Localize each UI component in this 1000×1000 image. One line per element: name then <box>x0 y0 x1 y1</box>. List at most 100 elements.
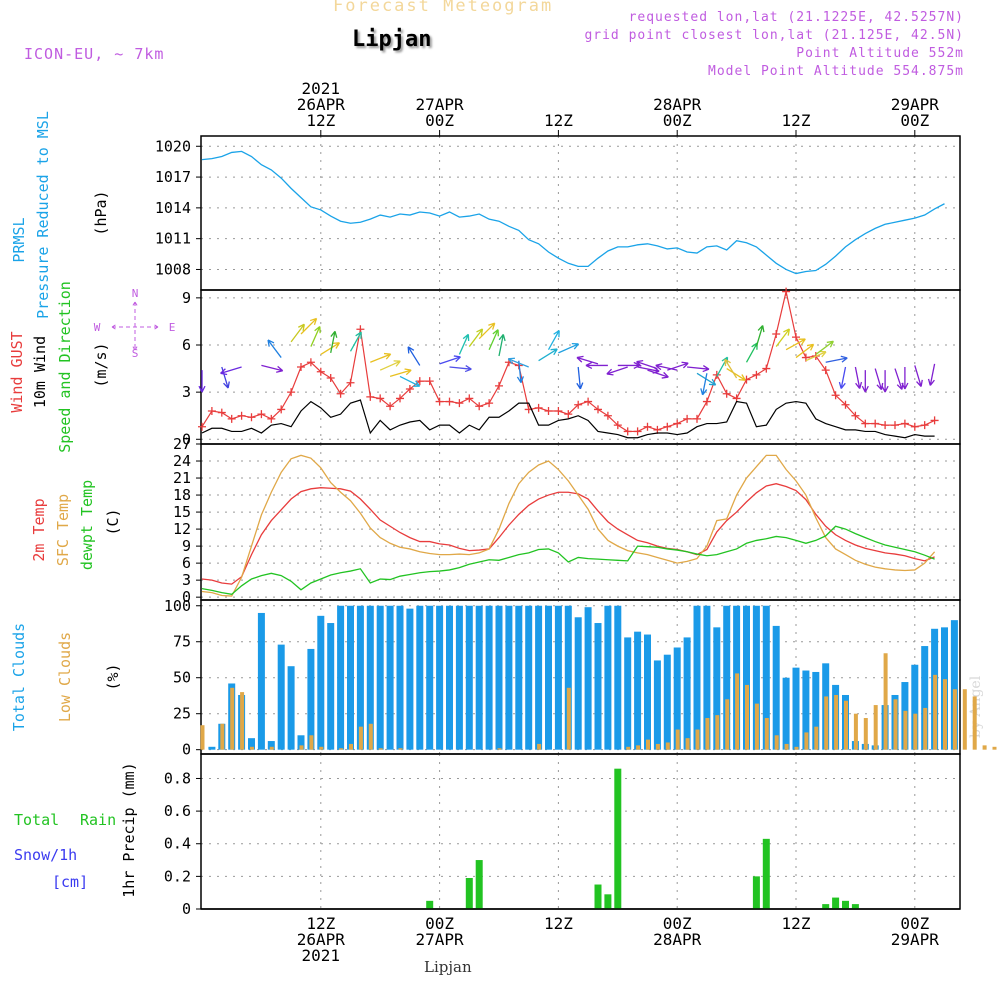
total-cloud-bar <box>921 646 929 750</box>
bottom-time-label: 12Z <box>306 914 335 933</box>
total-cloud-bar <box>436 605 444 750</box>
gust-marker <box>663 422 672 431</box>
total-cloud-bar <box>584 607 592 750</box>
wind-direction-arrow <box>724 358 738 379</box>
gust-marker <box>445 397 454 406</box>
wind-direction-arrow <box>221 366 230 389</box>
bottom-time-label: 12Z <box>782 914 811 933</box>
y-tick-label: 1017 <box>155 168 191 186</box>
compass-rose <box>111 301 159 351</box>
gust-marker <box>693 414 701 423</box>
low-cloud-bar <box>655 743 660 750</box>
wind-direction-arrow <box>655 363 678 371</box>
gust-marker <box>673 419 682 428</box>
wind-direction-arrow <box>894 368 904 390</box>
total-cloud-bar <box>574 617 582 750</box>
low-cloud-bar <box>269 746 274 750</box>
panel-frame <box>200 289 961 445</box>
y-tick-label: 0 <box>182 430 191 448</box>
wind-direction-arrow <box>310 325 321 347</box>
low-cloud-bar <box>735 673 740 750</box>
wind-dir-label: Speed and Direction <box>56 281 74 453</box>
y-tick-label: 0 <box>182 588 191 606</box>
gust-marker <box>435 397 444 406</box>
low-cloud-bar <box>853 713 858 750</box>
total-cloud-bar <box>683 637 691 750</box>
gust-marker <box>257 410 266 419</box>
wind-direction-arrow <box>726 368 746 381</box>
gust-marker <box>871 419 880 428</box>
total-cloud-bar <box>277 644 285 750</box>
y-tick-label: 6 <box>182 554 191 572</box>
wind-direction-arrow <box>914 365 923 387</box>
low-clouds-label: Low Clouds <box>56 632 74 722</box>
top-time-label: 12Z <box>306 111 335 130</box>
low-cloud-bar <box>913 713 918 750</box>
panel-frame <box>200 443 961 601</box>
gust-marker <box>702 397 711 406</box>
wind-direction-arrow <box>585 361 608 370</box>
gust-marker <box>366 392 375 401</box>
gust-marker <box>554 407 563 415</box>
gust-marker <box>415 377 424 386</box>
y-tick-label: 9 <box>182 289 191 307</box>
total-cloud-bar <box>525 605 533 750</box>
total-cloud-bar <box>297 735 305 750</box>
gust-marker <box>277 405 286 414</box>
wind-direction-arrow <box>370 352 392 363</box>
low-cloud-bar <box>834 694 839 750</box>
y-tick-label: 0 <box>182 741 191 759</box>
total-cloud-bar <box>505 605 513 750</box>
gust-marker <box>475 402 484 411</box>
gust-marker <box>841 400 850 409</box>
requested-coords: requested lon,lat (21.1225E, 42.5257N) <box>628 10 964 25</box>
wind10-line <box>201 399 935 439</box>
total-cloud-bar <box>624 637 632 750</box>
y-tick-label: 25 <box>173 705 191 723</box>
top-time-label: 12Z <box>544 111 573 130</box>
gust-marker <box>772 330 781 338</box>
total-cloud-bar <box>752 605 760 750</box>
wind-direction-arrow <box>389 368 412 378</box>
wind-direction-arrow <box>815 340 834 355</box>
low-cloud-bar <box>398 748 403 750</box>
low-cloud-bar <box>319 746 324 750</box>
low-cloud-bar <box>230 687 235 750</box>
total-cloud-bar <box>782 677 790 750</box>
wind-direction-arrow <box>330 330 338 353</box>
low-cloud-bar <box>299 745 304 750</box>
total-cloud-bar <box>366 605 374 750</box>
top-time-label: 00Z <box>900 111 929 130</box>
pressure-panel: 1008 1011 1014 1017 1020 <box>155 135 961 291</box>
rain-bar <box>752 876 760 909</box>
low-cloud-bar <box>537 743 542 750</box>
total-cloud-bar <box>307 648 315 750</box>
low-cloud-bar <box>844 700 848 750</box>
gust-marker <box>920 421 929 430</box>
bottom-time-label: 29APR <box>891 930 940 949</box>
gust-marker <box>683 414 692 423</box>
low-cloud-bar <box>784 743 789 750</box>
wind-direction-arrow <box>700 373 708 396</box>
y-tick-label: 0 <box>182 900 191 918</box>
total-cloud-bar <box>485 605 493 750</box>
low-cloud-bar <box>339 748 344 750</box>
gust-marker <box>247 413 256 422</box>
low-cloud-bar <box>952 689 957 750</box>
y-tick-label: 1011 <box>155 230 191 248</box>
total-cloud-bar <box>545 605 552 750</box>
gust-marker <box>227 414 236 423</box>
gust-marker <box>910 422 919 431</box>
low-cloud-bar <box>804 732 809 750</box>
gust-marker <box>603 411 612 420</box>
low-cloud-bar <box>992 746 997 750</box>
gust-marker <box>376 394 385 403</box>
total-cloud-bar <box>911 664 919 750</box>
bottom-time-label: 2021 <box>302 946 341 965</box>
low-cloud-bar <box>240 692 245 750</box>
wind-direction-arrow <box>854 366 863 389</box>
gust-marker <box>455 399 464 408</box>
gust-marker <box>613 421 622 430</box>
bottom-time-label: 00Z <box>425 914 454 933</box>
wind-direction-arrow <box>516 360 524 383</box>
